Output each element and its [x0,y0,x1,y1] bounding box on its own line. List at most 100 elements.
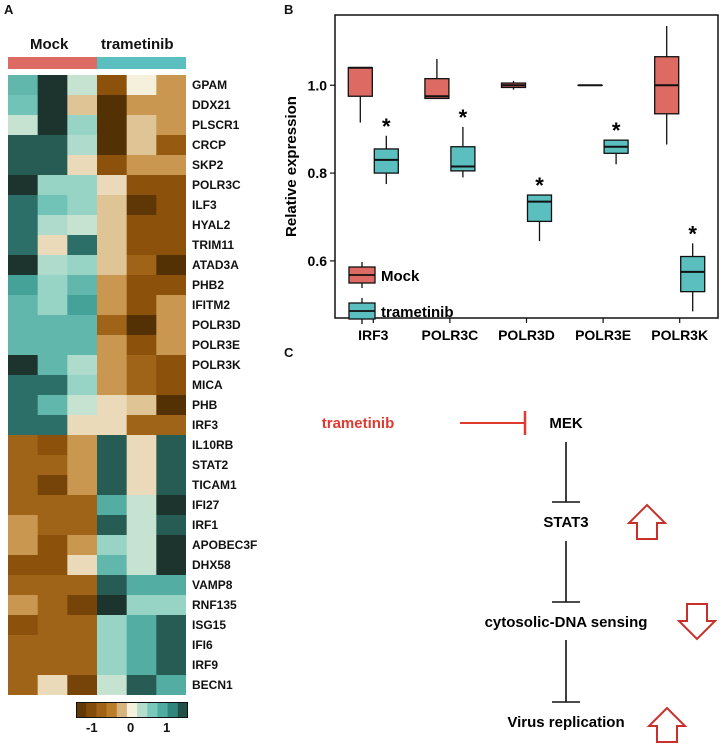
heatmap-cell [126,635,157,656]
heatmap-row-label: PLSCR1 [192,118,240,132]
heatmap-cell [8,675,39,695]
heatmap-cell [37,375,68,396]
heatmap-cell [37,675,68,695]
heatmap-row-label: POLR3K [192,358,241,372]
heatmap-row-label: IFI27 [192,498,220,512]
y-axis-label: Relative expression [283,96,300,237]
heatmap-cell [97,235,128,256]
heatmap-cell [156,575,186,596]
heatmap-cell [156,475,186,496]
heatmap-cell [156,295,186,316]
heatmap-row-label: POLR3D [192,318,241,332]
heatmap-cell [67,455,98,476]
heatmap-cell [67,415,98,436]
heatmap-cell [8,175,39,196]
heatmap-cell [126,615,157,636]
heatmap-row-label: IRF1 [192,518,219,532]
heatmap-cell [156,535,186,556]
colorbar-segment [106,702,118,718]
heatmap-cell [156,175,186,196]
heatmap-cell [8,75,39,96]
heatmap-row-label: SKP2 [192,158,224,172]
heatmap-cell [37,135,68,156]
heatmap-cell [126,675,157,695]
heatmap-cell [8,635,39,656]
boxplot-chart: 0.6 0.8 1.0 Relative expression IRF3 POLR3C PO… [283,14,719,343]
heatmap-cell [126,575,157,596]
heatmap-cell [156,235,186,256]
pathway-stat3-label: STAT3 [543,514,588,531]
pathway-virus-label: Virus replication [507,714,624,731]
heatmap-cell [37,335,68,356]
heatmap-cell [67,575,98,596]
heatmap-cell [67,635,98,656]
colorbar-border [76,702,188,718]
heatmap-cell [8,315,39,336]
heatmap-cell [37,255,68,276]
heatmap-cell [67,335,98,356]
heatmap-cell [8,515,39,536]
heatmap-cell [37,155,68,176]
up-arrow-icon [646,706,688,743]
heatmap-cell [37,455,68,476]
heatmap-cell [97,555,128,576]
heatmap-cell [126,435,157,456]
heatmap-cell [37,95,68,116]
down-arrow-icon [676,603,718,641]
heatmap-cell [37,495,68,516]
heatmap-cell [126,355,157,376]
heatmap-cell [37,555,68,576]
heatmap-cell [156,275,186,296]
heatmap-row-label: GPAM [192,78,228,92]
heatmap-cell [37,535,68,556]
heatmap-cell [67,175,98,196]
colorbar-segment [177,702,188,718]
heatmap-cell [37,475,68,496]
pathway-drug-label: trametinib [322,415,395,432]
heatmap-cell [8,255,39,276]
colorbar-segment [147,702,158,718]
heatmap-cell [37,615,68,636]
heatmap-cell [67,215,98,236]
heatmap-row-label: TICAM1 [192,478,237,492]
heatmap-cell [126,495,157,516]
heatmap-row-label: STAT2 [192,458,229,472]
heatmap-cell [97,475,128,496]
heatmap-cell [126,75,157,96]
heatmap-row-label: IL10RB [192,438,234,452]
heatmap-cell [126,415,157,436]
heatmap-cell [126,295,157,316]
heatmap-cell [97,675,128,695]
heatmap-cell [156,395,186,416]
box [526,194,553,223]
heatmap-cell [67,475,98,496]
pathway-mek-label: MEK [549,415,583,432]
heatmap-row-label: PHB [192,398,218,412]
heatmap-cell [8,215,39,236]
heatmap-cell [97,615,128,636]
heatmap-group-trametinib-label: trametinib [101,36,174,53]
heatmap-cell [8,195,39,216]
heatmap-cell [156,375,186,396]
heatmap-cell [126,655,157,676]
heatmap-cell [97,75,128,96]
heatmap-cell [97,375,128,396]
heatmap-cell [126,175,157,196]
box [347,67,373,97]
heatmap-cell [67,515,98,536]
heatmap-cell [97,115,128,136]
heatmap-cell [8,115,39,136]
heatmap-cell [8,535,39,556]
heatmap-cell [97,575,128,596]
heatmap-row-label: IRF9 [192,658,219,672]
heatmap-row-label: ILF3 [192,198,217,212]
heatmap-cell [8,375,39,396]
heatmap-row-label: CRCP [192,138,227,152]
heatmap-cell [97,135,128,156]
heatmap-row-label: PHB2 [192,278,225,292]
heatmap-cell [67,155,98,176]
heatmap-cell [156,415,186,436]
heatmap-cell [97,215,128,236]
heatmap-cell [67,375,98,396]
heatmap-cell [8,395,39,416]
